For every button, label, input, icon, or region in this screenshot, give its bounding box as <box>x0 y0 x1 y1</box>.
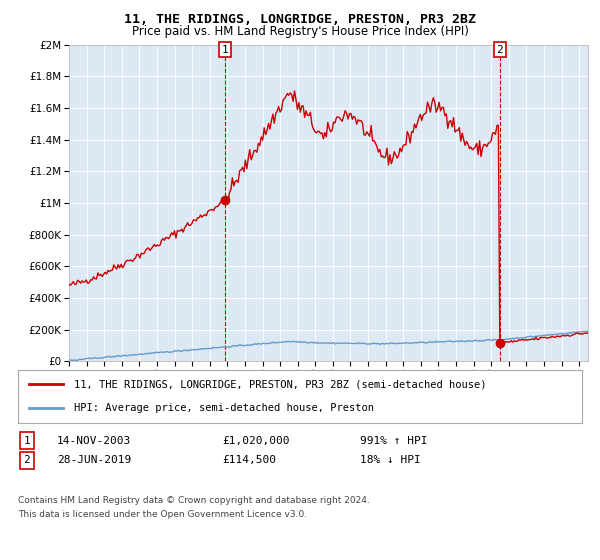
Text: 11, THE RIDINGS, LONGRIDGE, PRESTON, PR3 2BZ (semi-detached house): 11, THE RIDINGS, LONGRIDGE, PRESTON, PR3… <box>74 380 487 390</box>
Text: 2: 2 <box>23 455 31 465</box>
Text: 1: 1 <box>23 436 31 446</box>
Text: This data is licensed under the Open Government Licence v3.0.: This data is licensed under the Open Gov… <box>18 510 307 519</box>
Text: 28-JUN-2019: 28-JUN-2019 <box>57 455 131 465</box>
Text: 1: 1 <box>221 45 229 54</box>
Text: £114,500: £114,500 <box>222 455 276 465</box>
Text: HPI: Average price, semi-detached house, Preston: HPI: Average price, semi-detached house,… <box>74 403 374 413</box>
Text: Price paid vs. HM Land Registry's House Price Index (HPI): Price paid vs. HM Land Registry's House … <box>131 25 469 38</box>
Text: £1,020,000: £1,020,000 <box>222 436 290 446</box>
Text: 11, THE RIDINGS, LONGRIDGE, PRESTON, PR3 2BZ: 11, THE RIDINGS, LONGRIDGE, PRESTON, PR3… <box>124 13 476 26</box>
Text: 991% ↑ HPI: 991% ↑ HPI <box>360 436 427 446</box>
Text: 14-NOV-2003: 14-NOV-2003 <box>57 436 131 446</box>
Text: 18% ↓ HPI: 18% ↓ HPI <box>360 455 421 465</box>
Text: 2: 2 <box>496 45 503 54</box>
Text: Contains HM Land Registry data © Crown copyright and database right 2024.: Contains HM Land Registry data © Crown c… <box>18 496 370 505</box>
